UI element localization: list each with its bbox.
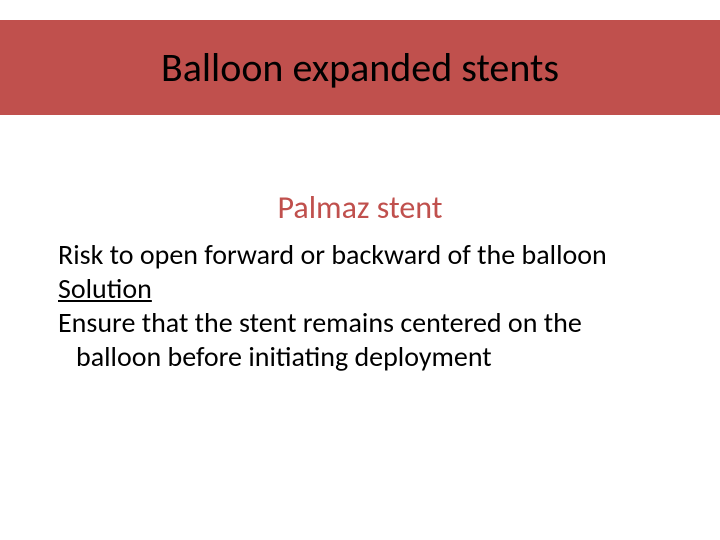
body-solution-line-1: Ensure that the stent remains centered o… bbox=[58, 306, 670, 340]
body-solution-line-2: balloon before initiating deployment bbox=[58, 340, 670, 374]
slide-title: Balloon expanded stents bbox=[161, 43, 559, 92]
slide-container: Balloon expanded stents Palmaz stent Ris… bbox=[0, 0, 720, 540]
slide-subtitle: Palmaz stent bbox=[0, 188, 720, 227]
body-region: Risk to open forward or backward of the … bbox=[58, 238, 670, 375]
title-banner: Balloon expanded stents bbox=[0, 20, 720, 115]
body-risk-line: Risk to open forward or backward of the … bbox=[58, 238, 670, 272]
body-solution-label: Solution bbox=[58, 272, 670, 306]
